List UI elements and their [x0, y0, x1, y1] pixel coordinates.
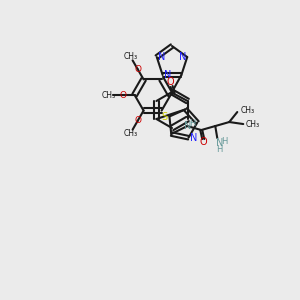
- Text: N: N: [164, 70, 171, 80]
- Text: H: H: [216, 145, 223, 154]
- Text: O: O: [119, 91, 126, 100]
- Text: N: N: [184, 121, 191, 131]
- Text: CH₃: CH₃: [240, 106, 254, 115]
- Text: CH₃: CH₃: [124, 129, 138, 138]
- Text: O: O: [134, 116, 141, 125]
- Text: O: O: [167, 77, 174, 87]
- Text: S: S: [161, 112, 167, 122]
- Text: CH₃: CH₃: [124, 52, 138, 62]
- Text: N: N: [216, 138, 223, 148]
- Text: H: H: [221, 136, 227, 146]
- Text: H: H: [189, 118, 196, 127]
- Text: N: N: [179, 52, 186, 62]
- Text: CH₃: CH₃: [101, 91, 116, 100]
- Text: O: O: [200, 137, 207, 147]
- Text: N: N: [158, 52, 165, 62]
- Text: N: N: [190, 133, 197, 143]
- Text: O: O: [134, 64, 141, 74]
- Text: CH₃: CH₃: [245, 119, 260, 128]
